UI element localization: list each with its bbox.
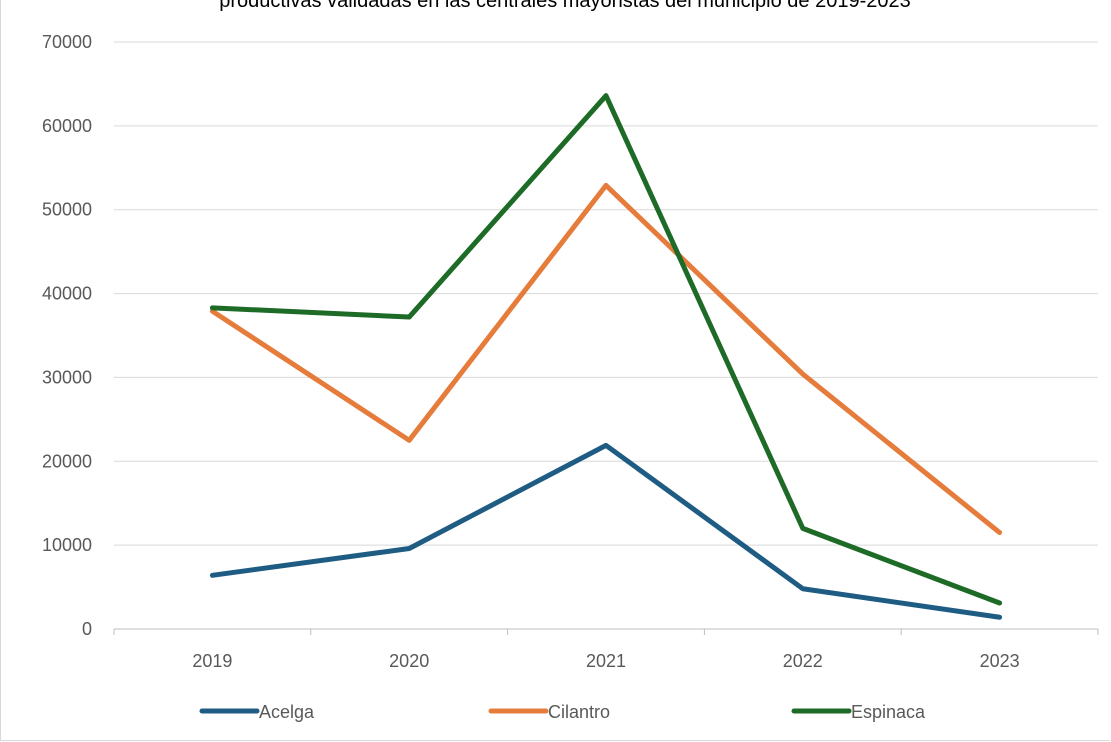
series-line-acelga (209, 442, 1003, 620)
y-tick-label: 0 (82, 619, 92, 639)
x-tick-label-2022: 2022 (783, 651, 823, 671)
y-tick-label: 70000 (42, 32, 92, 52)
y-tick-label: 40000 (42, 284, 92, 304)
legend-label-cilantro: Cilantro (548, 702, 610, 722)
axes: 0 10000 20000 30000 40000 50000 60000 70000 2019… (42, 32, 1099, 671)
x-tick-label-2020: 2020 (389, 651, 429, 671)
y-tick-label: 20000 (42, 451, 92, 471)
y-tick-label: 60000 (42, 116, 92, 136)
x-tick-label-2021: 2021 (586, 651, 626, 671)
legend-label-acelga: Acelga (259, 702, 315, 722)
gridlines (114, 41, 1098, 546)
x-tick-label-2023: 2023 (980, 651, 1020, 671)
y-tick-label: 50000 (42, 200, 92, 220)
series-line-espinaca (209, 93, 1003, 606)
y-tick-label: 30000 (42, 367, 92, 387)
chart-title: productivas validadas en las centrales m… (219, 0, 911, 12)
legend: Acelga Cilantro Espinaca (199, 702, 926, 722)
legend-label-espinaca: Espinaca (851, 702, 926, 722)
series-line-cilantro (209, 182, 1003, 536)
y-tick-label: 10000 (42, 535, 92, 555)
series-lines (209, 93, 1003, 620)
x-tick-label-2019: 2019 (192, 651, 232, 671)
